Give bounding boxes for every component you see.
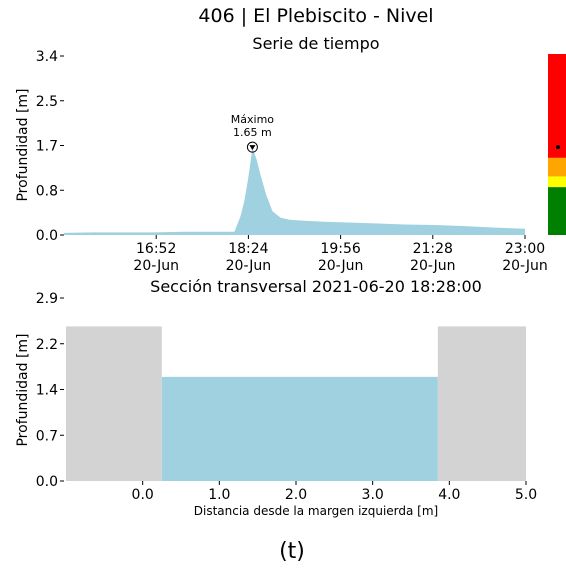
x-tick-time: 23:00 xyxy=(505,241,545,257)
x-tick-label: 4.0 xyxy=(438,487,460,503)
right-bank xyxy=(437,326,526,481)
x-tick-label: 3.0 xyxy=(362,487,384,503)
x-tick-date: 20-Jun xyxy=(502,258,548,274)
cross-section-xlabel: Distancia desde la margen izquierda [m] xyxy=(194,504,438,518)
cross-section-shapes xyxy=(66,326,526,481)
water-body xyxy=(161,376,438,481)
x-tick-time: 19:56 xyxy=(320,241,360,257)
y-tick-label: 0.7 xyxy=(36,428,58,444)
time-series-y-axis: 0.0 0.8 1.7 2.5 3.4 xyxy=(36,49,64,244)
cross-section-x-axis: 0.0 1.0 2.0 3.0 4.0 5.0 xyxy=(132,481,537,503)
max-annotation: Máximo 1.65 m xyxy=(231,113,275,153)
figure-caption: (t) xyxy=(279,539,305,564)
cross-section-y-axis: 0.0 0.7 1.4 2.2 2.9 xyxy=(36,291,64,490)
time-series-area xyxy=(64,148,525,235)
y-tick-label: 1.7 xyxy=(36,139,58,155)
y-tick-label: 1.4 xyxy=(36,383,58,399)
y-tick-label: 0.8 xyxy=(36,183,58,199)
x-tick-label: 0.0 xyxy=(132,487,154,503)
max-marker-triangle-icon xyxy=(249,145,256,151)
time-series-x-axis: 16:5220-Jun18:2420-Jun19:5620-Jun21:2820… xyxy=(133,235,548,274)
x-tick-label: 5.0 xyxy=(515,487,537,503)
x-tick-date: 20-Jun xyxy=(226,258,272,274)
cross-section-chart: Sección transversal 2021-06-20 18:28:00 … xyxy=(15,277,537,518)
figure-title: 406 | El Plebiscito - Nivel xyxy=(198,5,433,27)
max-marker-icon xyxy=(246,141,258,153)
y-tick-label: 0.0 xyxy=(36,474,58,490)
y-tick-label: 2.5 xyxy=(36,94,58,110)
time-series-title: Serie de tiempo xyxy=(252,34,379,53)
max-annotation-value: 1.65 m xyxy=(233,126,272,139)
x-tick-time: 16:52 xyxy=(136,241,176,257)
alert-level-segment xyxy=(548,54,566,158)
x-tick-time: 21:28 xyxy=(413,241,453,257)
x-tick-label: 2.0 xyxy=(285,487,307,503)
current-level-dot-icon xyxy=(556,145,560,150)
max-annotation-label: Máximo xyxy=(231,113,275,126)
y-tick-label: 3.4 xyxy=(36,49,58,65)
x-tick-date: 20-Jun xyxy=(318,258,364,274)
alert-level-segment xyxy=(548,187,566,235)
y-tick-label: 0.0 xyxy=(36,228,58,244)
alert-level-segment xyxy=(548,157,566,177)
y-tick-label: 2.9 xyxy=(36,291,58,307)
left-bank xyxy=(66,326,162,481)
y-tick-label: 2.2 xyxy=(36,337,58,353)
x-tick-label: 1.0 xyxy=(208,487,230,503)
x-tick-date: 20-Jun xyxy=(133,258,179,274)
time-series-chart: Serie de tiempo Profundidad [m] 0.0 0.8 1.… xyxy=(15,34,548,274)
time-series-ylabel: Profundidad [m] xyxy=(15,88,31,201)
alert-level-segment xyxy=(548,176,566,188)
cross-section-title: Sección transversal 2021-06-20 18:28:00 xyxy=(150,277,482,296)
x-tick-time: 18:24 xyxy=(228,241,268,257)
cross-section-ylabel: Profundidad [m] xyxy=(15,333,31,446)
x-tick-date: 20-Jun xyxy=(410,258,456,274)
alert-level-bar xyxy=(548,54,566,235)
